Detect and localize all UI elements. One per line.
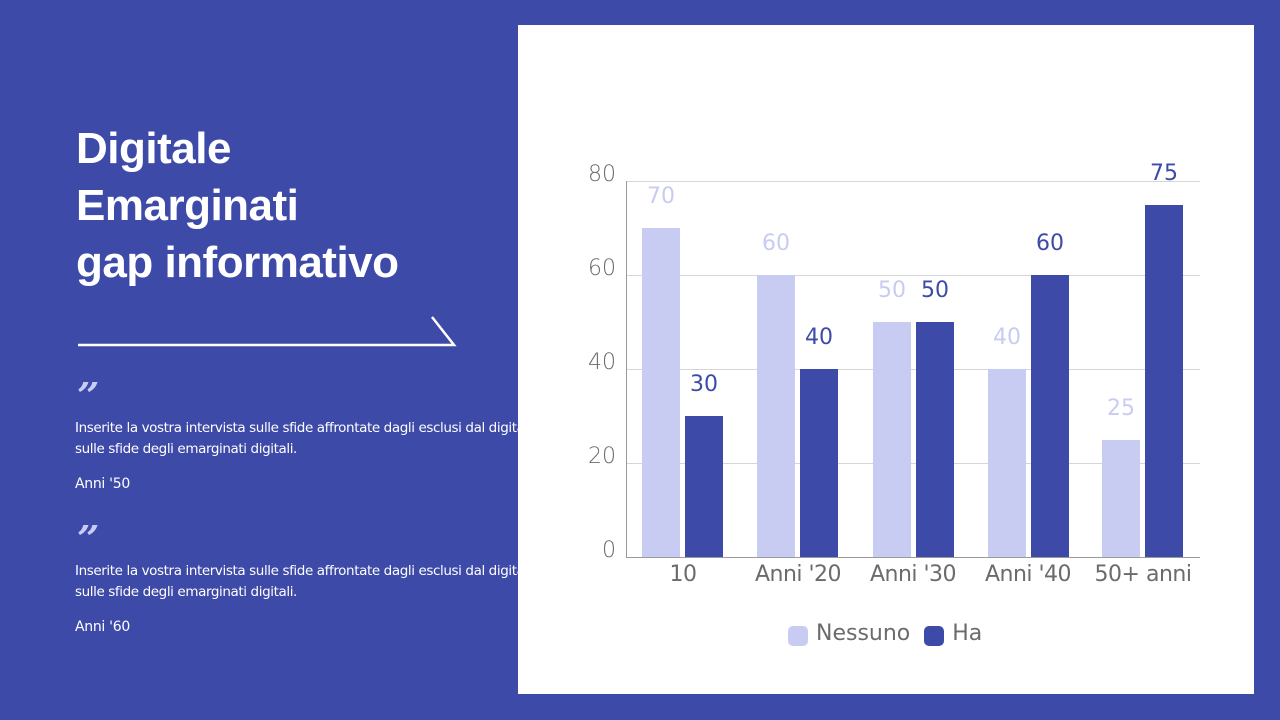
bar-nessuno[interactable] xyxy=(1102,439,1140,557)
chart-legend: Nessuno Ha xyxy=(788,620,988,646)
data-label: 30 xyxy=(690,372,718,397)
quote-icon: ” xyxy=(77,525,101,551)
bar-ha[interactable] xyxy=(916,322,954,557)
quote-text: Inserite la vostra intervista sulle sfid… xyxy=(75,561,528,603)
x-tick-label: Anni '20 xyxy=(754,562,842,587)
data-label: 40 xyxy=(805,325,833,350)
data-label: 50 xyxy=(878,278,906,303)
y-tick-80: 80 xyxy=(588,162,616,187)
title-line-1: Digitale xyxy=(76,124,231,173)
y-axis xyxy=(626,181,627,558)
data-label: 75 xyxy=(1150,160,1178,186)
bar-nessuno[interactable] xyxy=(757,275,795,557)
x-axis xyxy=(626,557,1200,558)
gridline-60 xyxy=(626,275,1200,276)
data-label: 40 xyxy=(993,325,1021,350)
data-label: 60 xyxy=(1036,231,1064,256)
gridline-40 xyxy=(626,369,1200,370)
data-label: 25 xyxy=(1107,395,1135,421)
legend-swatch-icon xyxy=(788,626,808,646)
bar-ha[interactable] xyxy=(1031,275,1069,557)
title-line-2: Emarginati xyxy=(76,181,299,230)
y-tick-20: 20 xyxy=(588,444,616,469)
quote-icon: ” xyxy=(77,382,101,408)
quote-author: Anni '50 xyxy=(75,476,130,492)
x-tick-label: Anni '40 xyxy=(984,562,1072,587)
data-label: 70 xyxy=(647,184,675,209)
x-tick-label: Anni '30 xyxy=(869,562,957,587)
legend-label: Nessuno xyxy=(816,620,911,646)
legend-item-nessuno[interactable]: Nessuno xyxy=(788,620,910,646)
bar-nessuno[interactable] xyxy=(988,369,1026,557)
arrow-divider-icon xyxy=(78,316,457,347)
gridline-20 xyxy=(626,463,1200,464)
legend-item-ha[interactable]: Ha xyxy=(924,620,982,646)
slide-title: Digitale Emarginati gap informativo xyxy=(76,120,399,291)
bar-nessuno[interactable] xyxy=(873,322,911,557)
data-label: 60 xyxy=(762,231,790,256)
y-tick-60: 60 xyxy=(588,256,616,281)
bar-ha[interactable] xyxy=(800,369,838,557)
quote-text-line-1: Inserite la vostra intervista sulle sfid… xyxy=(75,563,528,579)
quote-text: Inserite la vostra intervista sulle sfid… xyxy=(75,418,528,460)
quote-text-line-2: sulle sfide degli emarginati digitali. xyxy=(75,584,297,600)
title-line-3: gap informativo xyxy=(76,238,399,287)
x-tick-label: 10 xyxy=(669,562,698,587)
bar-ha[interactable] xyxy=(685,416,723,557)
quote-block-1: ” Inserite la vostra intervista sulle sf… xyxy=(75,382,528,492)
quote-author: Anni '60 xyxy=(75,619,130,635)
quote-text-line-2: sulle sfide degli emarginati digitali. xyxy=(75,441,297,457)
y-tick-40: 40 xyxy=(588,350,616,375)
data-label: 50 xyxy=(921,278,949,303)
bar-ha[interactable] xyxy=(1145,204,1183,557)
bar-nessuno[interactable] xyxy=(642,228,680,557)
quote-block-2: ” Inserite la vostra intervista sulle sf… xyxy=(75,525,528,635)
y-tick-0: 0 xyxy=(602,538,616,563)
legend-label: Ha xyxy=(952,620,983,646)
x-tick-label: 50+ anni xyxy=(1094,562,1192,587)
gridline-80 xyxy=(626,181,1200,182)
legend-swatch-icon xyxy=(924,626,945,646)
quote-text-line-1: Inserite la vostra intervista sulle sfid… xyxy=(75,420,528,436)
